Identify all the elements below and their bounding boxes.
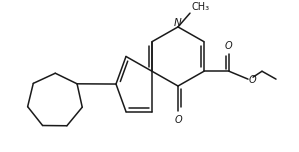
Text: N: N (174, 18, 182, 28)
Text: O: O (174, 115, 182, 125)
Text: CH₃: CH₃ (191, 2, 209, 12)
Text: O: O (249, 75, 257, 85)
Text: O: O (224, 41, 232, 51)
